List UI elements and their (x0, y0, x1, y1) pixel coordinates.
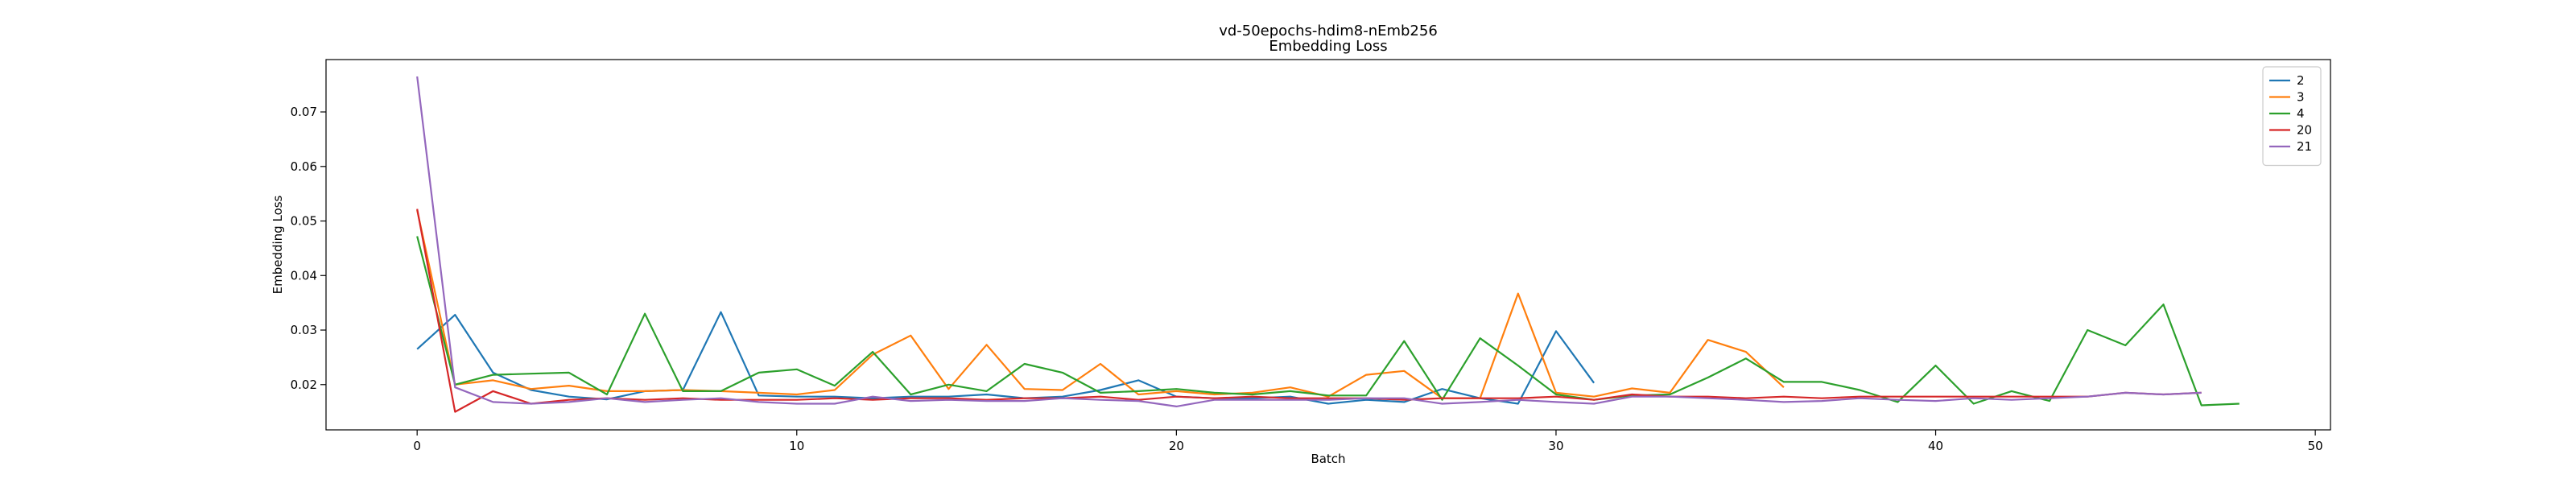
y-tick-label: 0.04 (291, 268, 317, 283)
legend-label-2: 2 (2297, 73, 2305, 88)
y-tick-label: 0.02 (291, 378, 317, 392)
legend-box (2262, 66, 2322, 167)
x-tick-label: 30 (1548, 439, 1563, 453)
x-tick-label: 10 (789, 439, 804, 453)
y-axis-ticks: 0.02 0.03 0.04 0.05 0.06 0.07 (291, 105, 326, 392)
legend-label-21: 21 (2297, 139, 2312, 154)
x-tick-label: 0 (413, 439, 421, 453)
y-tick-label: 0.03 (291, 323, 317, 337)
y-tick-label: 0.05 (291, 214, 317, 229)
series-line-21 (416, 76, 2202, 407)
legend-label-3: 3 (2297, 90, 2305, 105)
chart-subtitle: Embedding Loss (1269, 38, 1387, 55)
plot-frame (325, 59, 2331, 431)
x-axis-ticks: 0 10 20 30 40 50 (413, 430, 2323, 453)
x-tick-label: 50 (2308, 439, 2323, 453)
y-tick-label: 0.07 (291, 105, 317, 119)
legend-label-20: 20 (2297, 123, 2312, 138)
chart-title: vd-50epochs-hdim8-nEmb256 (1219, 23, 1438, 39)
x-tick-label: 40 (1928, 439, 1943, 453)
series-line-4 (416, 236, 2240, 407)
y-axis-label: Embedding Loss (270, 195, 285, 294)
x-tick-label: 20 (1169, 439, 1184, 453)
y-tick-label: 0.06 (291, 159, 317, 174)
series-line-20 (416, 208, 2202, 413)
series-line-3 (416, 209, 1785, 399)
plot-lines (416, 76, 2240, 413)
legend-label-4: 4 (2297, 106, 2305, 121)
x-axis-label: Batch (1311, 452, 1345, 466)
